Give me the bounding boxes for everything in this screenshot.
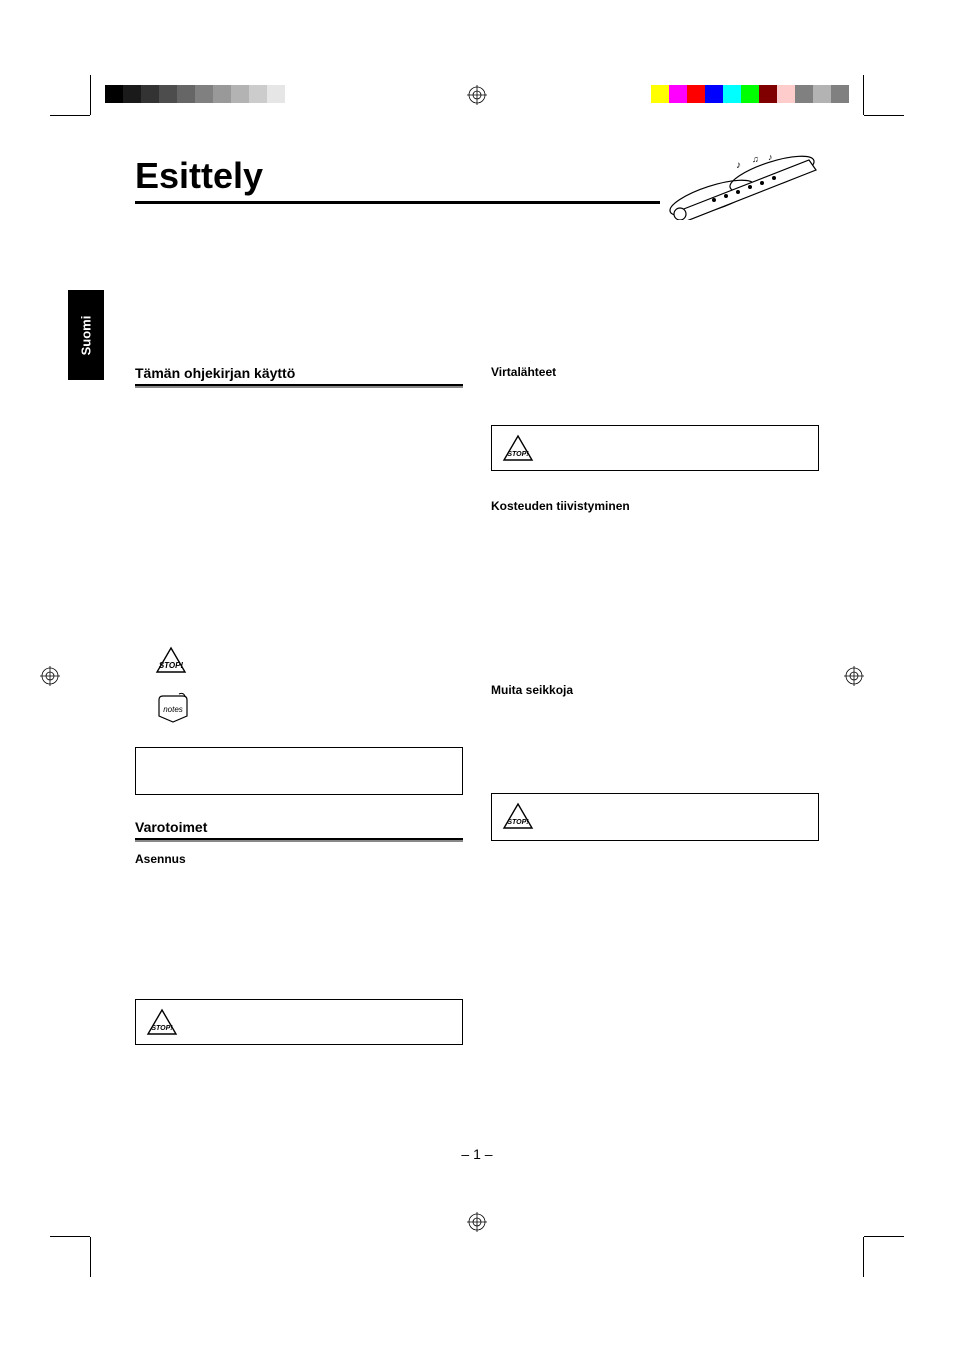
section-heading-precautions: Varotoimet — [135, 819, 463, 840]
page-content: Esittely ♪ ♫ ♪ Tämän ohjekirjan käyttö — [135, 155, 819, 1055]
registration-mark — [40, 666, 60, 686]
subsection-other: Muita seikkoja — [491, 683, 819, 697]
swatch — [159, 85, 177, 103]
info-box-stop: STOP! — [491, 793, 819, 841]
svg-text:STOP!: STOP! — [507, 451, 529, 458]
info-box — [135, 747, 463, 795]
subsection-condensation: Kosteuden tiivistyminen — [491, 499, 819, 513]
swatch — [123, 85, 141, 103]
swatch — [195, 85, 213, 103]
registration-mark — [844, 666, 864, 686]
crop-mark — [50, 115, 90, 116]
crop-mark — [90, 1237, 91, 1277]
swatch — [267, 85, 285, 103]
swatch — [795, 85, 813, 103]
crop-mark — [863, 1237, 864, 1277]
crop-mark — [864, 1236, 904, 1237]
svg-text:STOP!: STOP! — [159, 661, 184, 670]
info-box-stop: STOP! — [135, 999, 463, 1045]
swatch — [213, 85, 231, 103]
process-color-bar — [651, 85, 849, 103]
svg-text:STOP!: STOP! — [151, 1025, 173, 1032]
crop-mark — [50, 1236, 90, 1237]
swatch — [669, 85, 687, 103]
swatch — [813, 85, 831, 103]
crop-mark — [864, 115, 904, 116]
stop-icon-row: STOP! — [155, 646, 463, 674]
swatch — [831, 85, 849, 103]
swatch — [759, 85, 777, 103]
swatch — [723, 85, 741, 103]
swatch — [285, 85, 303, 103]
stop-icon: STOP! — [502, 434, 534, 462]
grayscale-color-bar — [105, 85, 303, 103]
swatch — [105, 85, 123, 103]
swatch — [741, 85, 759, 103]
swatch — [705, 85, 723, 103]
subsection-power: Virtalähteet — [491, 365, 819, 379]
crop-mark — [863, 75, 864, 115]
right-column: Virtalähteet STOP! Kosteuden tiivistymin… — [491, 365, 819, 1055]
language-tab: Suomi — [68, 290, 104, 380]
swatch — [651, 85, 669, 103]
subsection-installation: Asennus — [135, 852, 463, 866]
svg-text:♪: ♪ — [768, 152, 773, 162]
section-heading-usage: Tämän ohjekirjan käyttö — [135, 365, 463, 386]
svg-text:♫: ♫ — [752, 154, 759, 164]
page-number: – 1 – — [0, 1146, 954, 1162]
swatch — [177, 85, 195, 103]
svg-text:♪: ♪ — [736, 160, 741, 171]
swatch — [777, 85, 795, 103]
crop-mark — [90, 75, 91, 115]
swatch — [249, 85, 267, 103]
stop-icon: STOP! — [502, 802, 534, 830]
registration-mark — [467, 1212, 487, 1232]
svg-text:STOP!: STOP! — [507, 819, 529, 826]
notes-icon-row: notes — [155, 692, 463, 729]
notes-icon: notes — [155, 692, 191, 724]
left-column: Tämän ohjekirjan käyttö STOP! notes Varo… — [135, 365, 463, 1055]
info-box-stop: STOP! — [491, 425, 819, 471]
flute-illustration-icon: ♪ ♫ ♪ — [664, 150, 819, 220]
language-label: Suomi — [79, 315, 94, 355]
registration-mark — [467, 85, 487, 105]
swatch — [141, 85, 159, 103]
stop-icon: STOP! — [155, 646, 187, 674]
swatch — [231, 85, 249, 103]
svg-text:notes: notes — [163, 705, 183, 714]
page-title: Esittely — [135, 155, 660, 204]
stop-icon: STOP! — [146, 1008, 178, 1036]
swatch — [687, 85, 705, 103]
